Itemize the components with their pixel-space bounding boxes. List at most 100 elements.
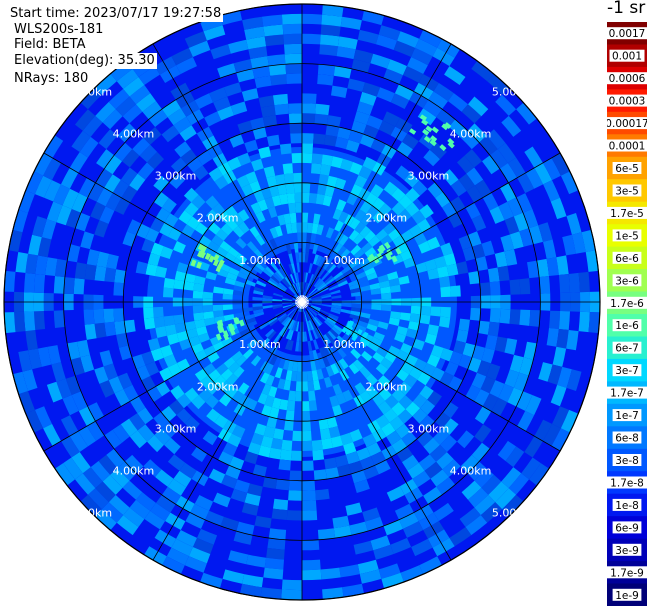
heatmap-cell — [467, 123, 487, 143]
heatmap-cell — [266, 547, 285, 560]
heatmap-cell — [194, 495, 214, 511]
heatmap-cell — [399, 512, 419, 529]
heatmap-cell — [208, 167, 223, 182]
heatmap-cell — [45, 257, 58, 276]
heatmap-cell — [325, 332, 334, 343]
heatmap-cell — [292, 361, 298, 372]
heatmap-cell — [466, 185, 483, 203]
heatmap-cell — [353, 233, 365, 245]
heatmap-cell — [346, 193, 358, 206]
heatmap-cell — [402, 454, 419, 471]
heatmap-cell — [63, 277, 75, 294]
heatmap-cell — [350, 287, 361, 294]
heatmap-cell — [71, 391, 88, 411]
heatmap-cell — [71, 130, 91, 152]
heatmap-cell — [482, 192, 499, 211]
heatmap-cell — [315, 103, 330, 116]
heatmap-cell — [295, 272, 300, 283]
heatmap-cell — [390, 311, 401, 320]
heatmap-cell — [356, 447, 371, 461]
heatmap-cell — [351, 120, 367, 134]
heatmap-cell — [486, 129, 506, 150]
heatmap-cell — [359, 569, 382, 584]
heatmap-cell — [219, 380, 232, 394]
heatmap-cell — [250, 56, 269, 69]
heatmap-cell — [136, 492, 156, 511]
heatmap-cell — [87, 402, 105, 422]
heatmap-cell — [311, 223, 319, 234]
heatmap-cell — [188, 40, 211, 57]
heatmap-cell — [228, 550, 249, 565]
heatmap-cell — [271, 195, 282, 207]
heatmap-cell — [552, 406, 570, 429]
heatmap-cell — [117, 123, 137, 143]
heatmap-cell — [237, 120, 253, 134]
heatmap-cell — [349, 259, 360, 269]
heatmap-cell — [12, 371, 28, 395]
heatmap-cell — [370, 535, 391, 551]
heatmap-cell — [277, 313, 287, 321]
heatmap-cell — [434, 256, 447, 269]
colorbar-label: 6e-8 — [615, 433, 639, 445]
heatmap-cell — [307, 320, 313, 331]
heatmap-cell — [359, 312, 371, 319]
heatmap-cell — [366, 385, 379, 399]
heatmap-cell — [297, 282, 301, 293]
heatmap-cell — [308, 350, 315, 361]
heatmap-cell — [362, 82, 381, 97]
heatmap-cell — [241, 502, 259, 516]
heatmap-cell — [331, 305, 342, 309]
heatmap-cell — [233, 531, 253, 545]
range-ring-label: 4.00km — [450, 127, 492, 140]
heatmap-cell — [71, 193, 88, 213]
heatmap-cell — [436, 452, 454, 470]
heatmap-cell — [84, 264, 97, 281]
heatmap-cell — [288, 319, 294, 330]
heatmap-cell — [424, 333, 437, 345]
heatmap-cell — [228, 361, 240, 374]
heatmap-cell — [136, 93, 156, 112]
heatmap-cell — [287, 308, 296, 317]
range-ring-label: 4.00km — [450, 465, 492, 478]
heatmap-cell — [336, 46, 356, 60]
heatmap-cell — [310, 306, 320, 312]
heatmap-cell — [80, 231, 95, 250]
heatmap-cell — [230, 488, 248, 503]
heatmap-cell — [338, 211, 349, 224]
heatmap-cell — [366, 205, 379, 219]
heatmap-cell — [262, 476, 278, 489]
heatmap-cell — [469, 307, 481, 321]
heatmap-cell — [184, 273, 196, 283]
heatmap-cell — [333, 525, 352, 539]
heatmap-cell — [247, 442, 261, 455]
heatmap-cell — [314, 265, 321, 276]
heatmap-cell — [302, 500, 317, 511]
heatmap-cell — [398, 381, 412, 396]
heatmap-cell — [162, 556, 185, 575]
heatmap-cell — [121, 185, 138, 203]
heatmap-cell — [383, 519, 403, 536]
heatmap-cell — [95, 481, 116, 503]
heatmap-cell — [436, 109, 456, 127]
heatmap-cell — [529, 310, 541, 327]
range-ring-label: 4.00km — [113, 127, 155, 140]
heatmap-cell — [372, 210, 385, 224]
heatmap-cell — [34, 311, 46, 330]
heatmap-cell — [348, 229, 360, 242]
heatmap-cell — [213, 375, 227, 388]
heatmap-cell — [497, 440, 517, 461]
heatmap-cell — [167, 478, 187, 496]
heatmap-cell — [302, 480, 316, 491]
heatmap-cell — [373, 331, 385, 342]
heatmap-cell — [337, 464, 352, 477]
heatmap-cell — [388, 278, 400, 287]
heatmap-cell — [224, 277, 236, 286]
azimuth-line — [301, 301, 561, 452]
colorbar-label: 3e-5 — [615, 186, 639, 198]
heatmap-cell — [571, 232, 586, 254]
heatmap-cell — [423, 149, 440, 167]
heatmap-cell — [202, 305, 214, 313]
heatmap-cell — [415, 38, 438, 57]
heatmap-cell — [378, 25, 401, 41]
